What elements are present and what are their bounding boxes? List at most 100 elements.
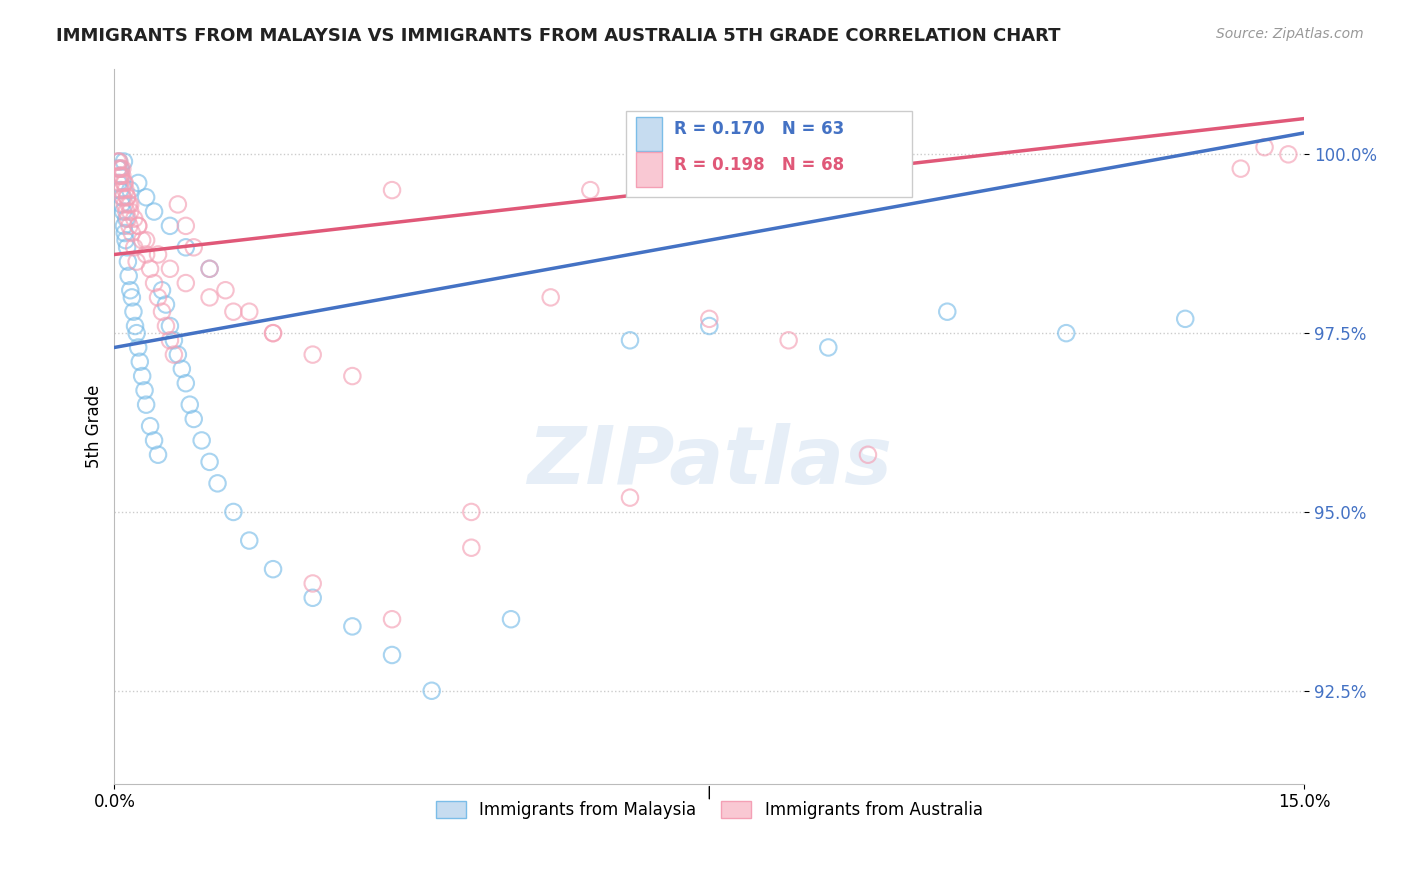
Point (134, 384, 156, 398)
Point (183, 240, 205, 254)
Point (108, 154, 131, 169)
Point (121, 226, 143, 240)
Point (112, 154, 135, 169)
Point (110, 169, 132, 183)
Point (115, 190, 138, 204)
Point (579, 183, 602, 197)
Point (118, 268, 141, 283)
Point (118, 197, 141, 211)
Point (135, 233, 157, 247)
Point (174, 276, 197, 290)
Point (120, 283, 142, 297)
Text: ZIPatlas: ZIPatlas (527, 423, 891, 501)
Point (159, 219, 181, 233)
Point (222, 304, 245, 318)
FancyBboxPatch shape (626, 112, 911, 197)
Point (342, 369, 364, 384)
Point (108, 169, 131, 183)
Point (167, 348, 190, 362)
Point (460, 541, 482, 555)
Point (540, 290, 562, 304)
Point (1174, 311, 1197, 326)
Point (117, 211, 139, 226)
Text: Source: ZipAtlas.com: Source: ZipAtlas.com (1216, 27, 1364, 41)
Point (163, 348, 186, 362)
Point (159, 261, 181, 276)
Point (150, 304, 173, 318)
Point (115, 240, 138, 254)
Point (301, 348, 323, 362)
Text: IMMIGRANTS FROM MALAYSIA VS IMMIGRANTS FROM AUSTRALIA 5TH GRADE CORRELATION CHAR: IMMIGRANTS FROM MALAYSIA VS IMMIGRANTS F… (56, 27, 1060, 45)
Text: R = 0.170   N = 63: R = 0.170 N = 63 (673, 120, 844, 138)
Point (128, 355, 150, 369)
Point (115, 190, 138, 204)
Point (127, 219, 149, 233)
Point (167, 197, 190, 211)
Point (110, 197, 132, 211)
Point (117, 254, 139, 268)
Point (155, 318, 177, 333)
Point (135, 398, 157, 412)
Point (697, 318, 720, 333)
Point (120, 197, 142, 211)
Point (107, 176, 129, 190)
Point (122, 211, 145, 226)
Point (262, 562, 284, 576)
Point (139, 261, 162, 276)
Point (112, 219, 135, 233)
Point (127, 341, 149, 355)
Point (697, 311, 720, 326)
Point (159, 334, 181, 348)
Point (127, 219, 149, 233)
Point (110, 183, 132, 197)
Point (122, 240, 145, 254)
Point (207, 476, 229, 491)
Point (198, 290, 221, 304)
Point (124, 318, 146, 333)
Point (125, 326, 148, 340)
Point (122, 304, 145, 318)
Point (619, 491, 641, 505)
Point (222, 505, 245, 519)
Point (146, 290, 169, 304)
Point (262, 326, 284, 340)
Point (107, 161, 129, 176)
Point (111, 161, 134, 176)
Point (111, 169, 134, 183)
Point (619, 334, 641, 348)
Point (936, 304, 959, 318)
Point (115, 211, 138, 226)
Point (146, 448, 169, 462)
FancyBboxPatch shape (636, 117, 662, 152)
Point (150, 283, 173, 297)
Y-axis label: 5th Grade: 5th Grade (86, 384, 103, 467)
Point (112, 204, 135, 219)
Point (163, 334, 186, 348)
Point (127, 176, 149, 190)
Point (115, 204, 138, 219)
Point (1277, 147, 1299, 161)
Point (114, 233, 136, 247)
Point (190, 434, 212, 448)
Point (460, 505, 482, 519)
Point (108, 176, 131, 190)
Point (114, 183, 136, 197)
Point (135, 190, 157, 204)
Point (131, 233, 153, 247)
Point (170, 362, 193, 376)
Point (118, 219, 141, 233)
Point (301, 576, 323, 591)
Point (135, 247, 157, 261)
Point (155, 297, 177, 311)
Point (381, 612, 404, 626)
Point (381, 183, 404, 197)
Point (110, 161, 132, 176)
Point (499, 612, 522, 626)
Point (174, 376, 197, 391)
Point (107, 161, 129, 176)
Point (214, 283, 236, 297)
Point (110, 161, 132, 176)
Point (174, 219, 197, 233)
Legend: Immigrants from Malaysia, Immigrants from Australia: Immigrants from Malaysia, Immigrants fro… (429, 794, 990, 825)
Point (146, 247, 169, 261)
